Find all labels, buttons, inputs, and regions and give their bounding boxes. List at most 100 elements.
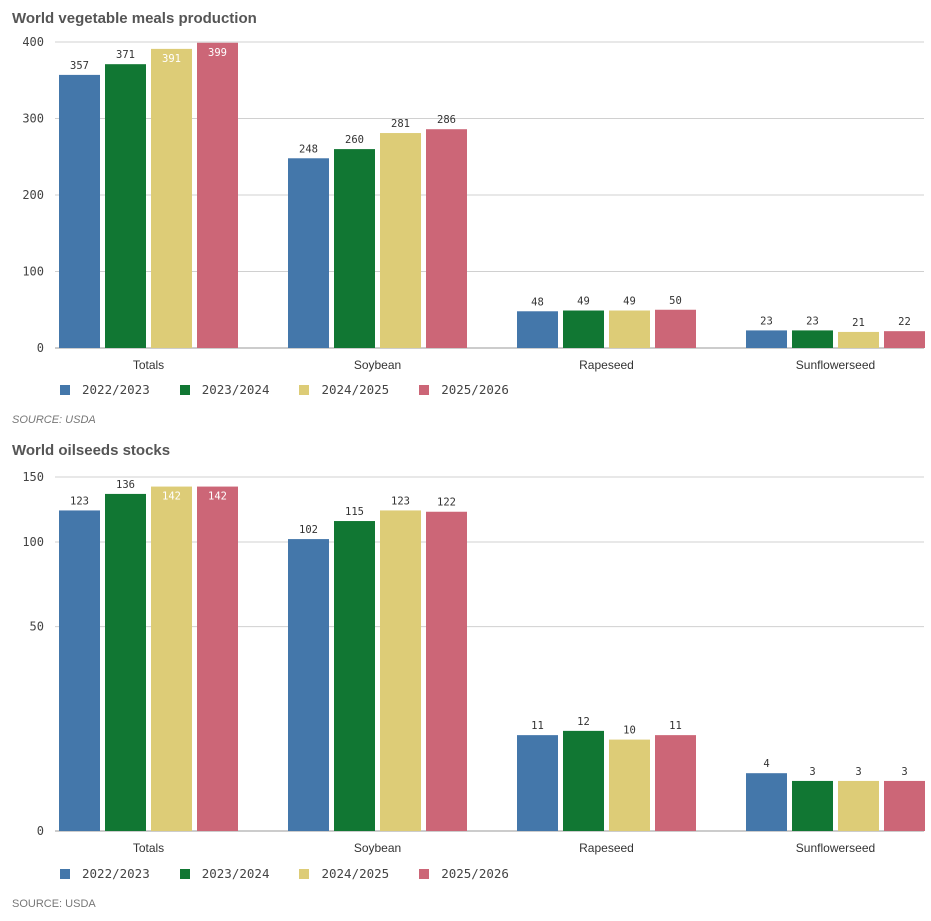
y-tick-label: 50 [30, 620, 44, 634]
data-label: 102 [299, 524, 318, 536]
data-label: 286 [437, 114, 456, 126]
x-tick-label: Sunflowerseed [796, 841, 875, 855]
data-label: 391 [162, 53, 181, 65]
data-label: 122 [437, 497, 456, 509]
bar[interactable] [563, 730, 604, 831]
legend-item[interactable]: 2025/2026 [419, 382, 509, 397]
y-tick-label: 100 [22, 535, 44, 549]
legend-item[interactable]: 2022/2023 [60, 866, 150, 881]
data-label: 11 [669, 720, 682, 732]
data-label: 21 [852, 317, 865, 329]
bar[interactable] [334, 521, 375, 831]
legend-swatch [299, 868, 310, 879]
legend-item[interactable]: 2023/2024 [179, 382, 270, 397]
chart-panel-oilseeds-stocks: World oilseeds stocks 0 50 100 150 123 136 142… [0, 432, 931, 921]
bar[interactable] [655, 309, 696, 348]
bar[interactable] [609, 739, 650, 831]
data-label: 23 [760, 315, 773, 327]
data-label: 49 [577, 296, 590, 308]
bar[interactable] [288, 158, 329, 348]
x-tick-label: Rapeseed [579, 358, 634, 372]
bar[interactable] [838, 331, 879, 348]
x-tick-label: Totals [133, 841, 164, 855]
bar[interactable] [884, 780, 925, 831]
bar[interactable] [792, 330, 833, 348]
y-tick-label: 0 [37, 341, 44, 355]
bar[interactable] [380, 510, 421, 831]
y-tick-label: 150 [22, 470, 44, 484]
data-label: 399 [208, 47, 227, 59]
bar[interactable] [884, 331, 925, 348]
data-label: 11 [531, 720, 544, 732]
data-label: 371 [116, 49, 135, 61]
y-tick-label: 300 [22, 112, 44, 126]
bar[interactable] [197, 42, 238, 348]
bar[interactable] [105, 64, 146, 348]
bar[interactable] [792, 780, 833, 831]
chart-panel-meals-production: World vegetable meals production 0 100 200… [0, 0, 931, 432]
bar[interactable] [59, 74, 100, 349]
data-label: 23 [806, 315, 819, 327]
data-label: 142 [162, 491, 181, 503]
data-label: 142 [208, 491, 227, 503]
legend-label: 2023/2024 [201, 866, 270, 881]
legend-item[interactable]: 2022/2023 [60, 382, 150, 397]
bar[interactable] [59, 510, 100, 831]
bar[interactable] [563, 310, 604, 348]
data-label: 10 [623, 725, 636, 737]
source-note: SOURCE: USDA [12, 414, 96, 426]
data-label: 260 [345, 134, 364, 146]
y-tick-label: 200 [22, 188, 44, 202]
data-label: 3 [855, 766, 861, 778]
bar[interactable] [746, 773, 787, 831]
legend-swatch [60, 868, 70, 879]
bar[interactable] [655, 735, 696, 831]
bar[interactable] [105, 493, 146, 831]
bar[interactable] [151, 48, 192, 348]
legend: 2022/2023 2023/2024 2024/2025 2025/2026 [60, 382, 539, 397]
data-label: 357 [70, 60, 89, 72]
data-label: 3 [809, 766, 815, 778]
y-tick-label: 100 [22, 265, 44, 279]
bar[interactable] [426, 129, 467, 348]
data-label: 12 [577, 716, 590, 728]
legend-label: 2025/2026 [441, 382, 509, 397]
chart-title: World vegetable meals production [12, 10, 257, 27]
data-label: 123 [70, 495, 89, 507]
data-label: 136 [116, 479, 135, 491]
legend-swatch [419, 868, 430, 879]
data-label: 50 [669, 295, 682, 307]
bar[interactable] [288, 539, 329, 831]
legend-label: 2025/2026 [441, 866, 509, 881]
bar-chart-meals-production: 0 100 200 300 400 357 371 391 399 Totals 248 260 281… [22, 35, 925, 372]
bar[interactable] [517, 735, 558, 831]
data-label: 248 [299, 143, 318, 155]
bar[interactable] [838, 780, 879, 831]
y-tick-label: 0 [37, 824, 44, 838]
legend-swatch [60, 384, 70, 395]
legend-item[interactable]: 2025/2026 [419, 866, 509, 881]
bar[interactable] [517, 311, 558, 348]
x-tick-label: Sunflowerseed [796, 358, 875, 372]
data-label: 115 [345, 506, 364, 518]
data-label: 22 [898, 316, 911, 328]
legend-label: 2022/2023 [82, 866, 150, 881]
bar[interactable] [746, 330, 787, 348]
data-label: 49 [623, 296, 636, 308]
legend-item[interactable]: 2024/2025 [299, 866, 389, 881]
legend-item[interactable]: 2023/2024 [179, 866, 270, 881]
legend-label: 2023/2024 [201, 382, 270, 397]
legend-swatch [179, 868, 190, 879]
bar[interactable] [151, 486, 192, 831]
legend-item[interactable]: 2024/2025 [299, 382, 389, 397]
bar[interactable] [609, 310, 650, 348]
bar[interactable] [380, 133, 421, 348]
bar[interactable] [334, 149, 375, 348]
bar[interactable] [426, 511, 467, 831]
y-tick-label: 400 [22, 35, 44, 49]
bar[interactable] [197, 486, 238, 831]
legend-swatch [179, 384, 190, 395]
chart-title: World oilseeds stocks [12, 442, 171, 459]
x-tick-label: Soybean [354, 841, 401, 855]
